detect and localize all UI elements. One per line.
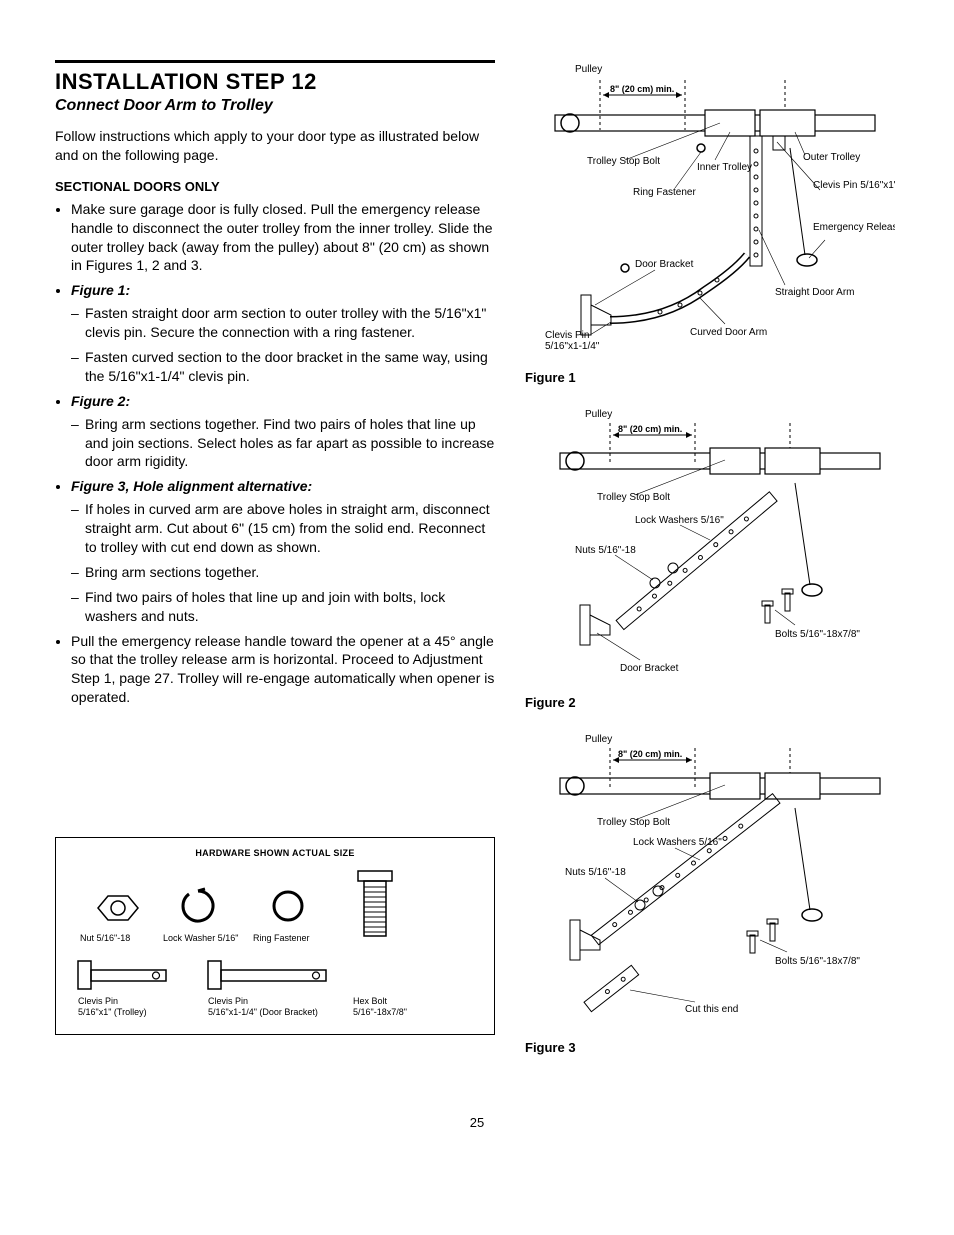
fig1-sub-a: Fasten straight door arm section to oute…: [85, 304, 495, 342]
hw-washer-label: Lock Washer 5/16": [163, 933, 238, 943]
f1-door-bracket: Door Bracket: [635, 259, 694, 270]
page-title: INSTALLATION STEP 12: [55, 69, 495, 95]
fig3-sub-a: If holes in curved arm are above holes i…: [85, 500, 495, 557]
hw-nut-label: Nut 5/16"-18: [80, 933, 130, 943]
f1-emerg: Emergency Release Handle: [813, 222, 895, 233]
f1-ring: Ring Fastener: [633, 187, 696, 198]
section-heading: SECTIONAL DOORS ONLY: [55, 179, 495, 194]
f1-inner: Inner Trolley: [697, 162, 752, 173]
bullet-fig2-head: Figure 2: Bring arm sections together. F…: [71, 392, 495, 472]
fig1-head-label: Figure 1:: [71, 282, 130, 298]
figure-3-caption: Figure 3: [525, 1040, 899, 1055]
hw-ring-label: Ring Fastener: [253, 933, 310, 943]
hardware-diagram: Nut 5/16"-18 Lock Washer 5/16" Ring Fast…: [68, 866, 468, 1026]
figure-2-diagram: Pulley 8" (20 cm) min.: [525, 405, 895, 685]
hardware-title: HARDWARE SHOWN ACTUAL SIZE: [68, 848, 482, 858]
f2-trolley-stop: Trolley Stop Bolt: [597, 492, 670, 503]
f3-cut: Cut this end: [685, 1004, 738, 1015]
fig2-head-label: Figure 2:: [71, 393, 130, 409]
hardware-box: HARDWARE SHOWN ACTUAL SIZE: [55, 837, 495, 1035]
figure-1-diagram: Pulley 8" (20 cm) min.: [525, 60, 895, 360]
fig1-sub-b: Fasten curved section to the door bracke…: [85, 348, 495, 386]
f3-pulley: Pulley: [585, 734, 612, 745]
f3-trolley-stop: Trolley Stop Bolt: [597, 817, 670, 828]
figure-2-caption: Figure 2: [525, 695, 899, 710]
f1-outer: Outer Trolley: [803, 152, 860, 163]
intro-text: Follow instructions which apply to your …: [55, 127, 495, 165]
bullet-fig1-head: Figure 1: Fasten straight door arm secti…: [71, 281, 495, 385]
f2-nuts: Nuts 5/16"-18: [575, 545, 636, 556]
f1-trolley-stop: Trolley Stop Bolt: [587, 156, 660, 167]
fig2-sub-a: Bring arm sections together. Find two pa…: [85, 415, 495, 472]
f1-clevis1: Clevis Pin 5/16"x1": [813, 180, 895, 191]
hw-clevis1-b: 5/16"x1" (Trolley): [78, 1007, 147, 1017]
f1-straight: Straight Door Arm: [775, 287, 854, 298]
f3-dist: 8" (20 cm) min.: [618, 749, 682, 759]
hw-bolt-b: 5/16"-18x7/8": [353, 1007, 407, 1017]
bullet-fig3-head: Figure 3, Hole alignment alternative: If…: [71, 477, 495, 625]
f3-nuts: Nuts 5/16"-18: [565, 867, 626, 878]
bullet-main-1: Make sure garage door is fully closed. P…: [71, 200, 495, 276]
figure-3-diagram: Pulley 8" (20 cm) min.: [525, 730, 895, 1030]
f3-lock: Lock Washers 5/16": [633, 837, 722, 848]
hw-clevis2-a: Clevis Pin: [208, 996, 248, 1006]
f2-door-bracket: Door Bracket: [620, 663, 679, 674]
fig3-sub-b: Bring arm sections together.: [85, 563, 495, 582]
figure-1-caption: Figure 1: [525, 370, 899, 385]
fig3-head-label: Figure 3, Hole alignment alternative:: [71, 478, 312, 494]
page-subtitle: Connect Door Arm to Trolley: [55, 97, 495, 115]
bullet-last: Pull the emergency release handle toward…: [71, 632, 495, 708]
hw-clevis1-a: Clevis Pin: [78, 996, 118, 1006]
fig3-sub-c: Find two pairs of holes that line up and…: [85, 588, 495, 626]
f1-pulley: Pulley: [575, 64, 602, 75]
f2-bolts: Bolts 5/16"-18x7/8": [775, 629, 860, 640]
hw-bolt-a: Hex Bolt: [353, 996, 388, 1006]
f3-bolts: Bolts 5/16"-18x7/8": [775, 956, 860, 967]
f1-curved: Curved Door Arm: [690, 327, 767, 338]
f1-clevis2a: Clevis Pin: [545, 330, 589, 341]
f1-clevis2b: 5/16"x1-1/4": [545, 341, 600, 352]
page-number: 25: [0, 1115, 954, 1160]
hw-clevis2-b: 5/16"x1-1/4" (Door Bracket): [208, 1007, 318, 1017]
f2-lock: Lock Washers 5/16": [635, 515, 724, 526]
f2-dist: 8" (20 cm) min.: [618, 424, 682, 434]
f2-pulley: Pulley: [585, 409, 612, 420]
f1-dist: 8" (20 cm) min.: [610, 84, 674, 94]
